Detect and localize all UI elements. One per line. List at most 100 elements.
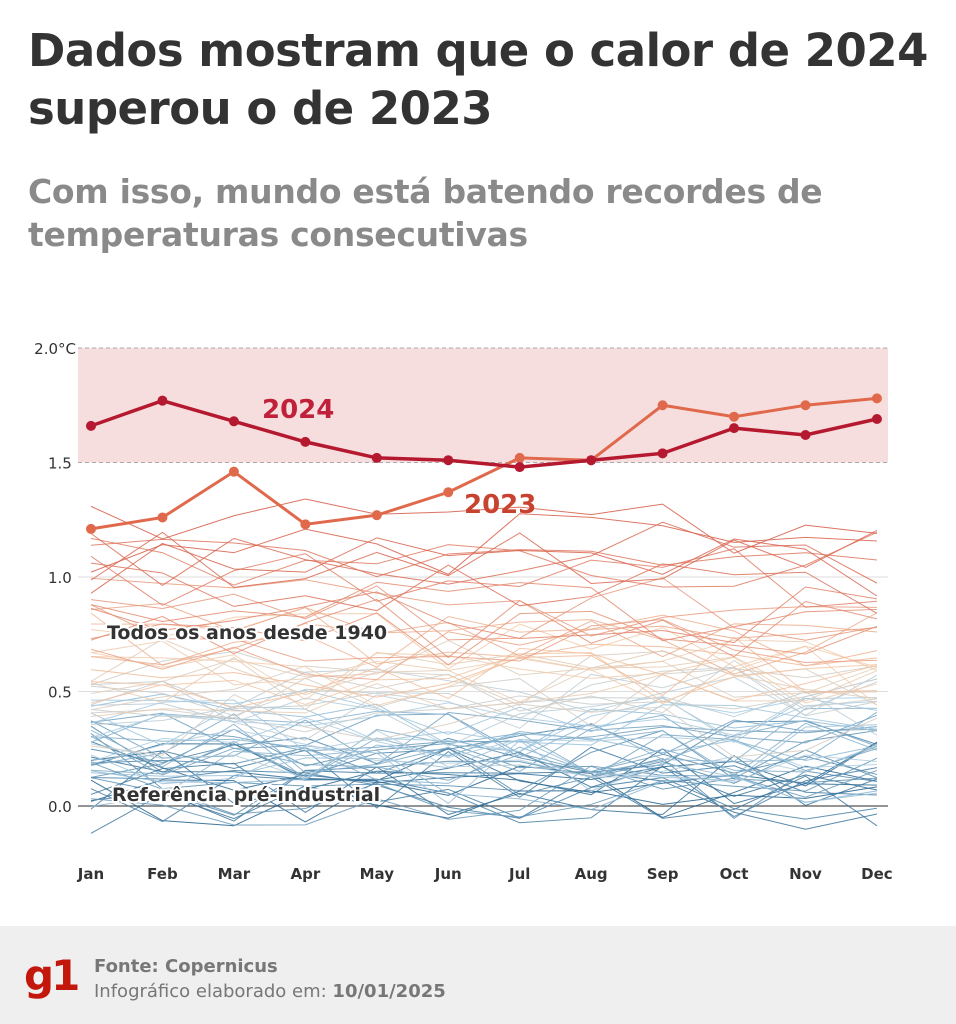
background-year-line-1996 bbox=[90, 651, 878, 704]
made-label: Infográfico elaborado em: bbox=[94, 981, 333, 1002]
made-date-text: Infográfico elaborado em: 10/01/2025 bbox=[94, 981, 446, 1002]
series-label-2023: 2023 bbox=[464, 490, 536, 520]
x-tick-label: Aug bbox=[575, 865, 608, 883]
background-year-line-1980 bbox=[90, 729, 878, 779]
background-year-line-1958 bbox=[90, 757, 878, 818]
background-year-line-2003 bbox=[90, 612, 878, 668]
background-year-line-1970 bbox=[90, 733, 878, 784]
background-year-line-1974 bbox=[90, 704, 878, 746]
background-year-line-1948 bbox=[90, 775, 878, 834]
background-year-line-1962 bbox=[90, 711, 878, 766]
background-year-line-2020 bbox=[90, 537, 878, 597]
data-point-2024-Nov bbox=[800, 430, 811, 441]
data-point-2024-Apr bbox=[300, 436, 311, 447]
y-tick-label: 1.0 bbox=[48, 569, 72, 587]
data-point-2024-Jun bbox=[443, 455, 454, 466]
x-tick-label: Feb bbox=[147, 865, 178, 883]
background-year-line-1972 bbox=[90, 724, 877, 781]
data-point-2023-Dec bbox=[871, 393, 882, 404]
data-point-2024-Oct bbox=[729, 423, 740, 434]
background-year-line-1995 bbox=[90, 639, 878, 686]
series-line-2024 bbox=[90, 398, 878, 469]
data-point-2023-Apr bbox=[300, 519, 311, 530]
x-tick-label: Apr bbox=[290, 865, 320, 883]
background-years bbox=[90, 498, 878, 834]
y-tick-label: 0.5 bbox=[48, 684, 72, 702]
background-year-line-2002 bbox=[90, 606, 878, 667]
background-year-line-2000 bbox=[90, 647, 878, 709]
background-year-line-1979 bbox=[90, 728, 877, 783]
background-year-line-1947 bbox=[90, 770, 878, 830]
data-point-2024-Jul bbox=[514, 462, 525, 473]
background-year-line-1994 bbox=[90, 670, 878, 718]
made-date: 10/01/2025 bbox=[332, 981, 446, 1002]
background-year-line-1965 bbox=[90, 719, 878, 782]
background-year-line-1990 bbox=[90, 650, 878, 711]
y-tick-label: 2.0°C bbox=[34, 340, 76, 358]
y-tick-label: 0.0 bbox=[48, 798, 72, 816]
background-year-line-2011 bbox=[90, 598, 878, 659]
background-year-line-1992 bbox=[90, 638, 878, 703]
background-year-line-1989 bbox=[90, 693, 878, 758]
data-point-2023-Sep bbox=[657, 400, 668, 411]
x-tick-label: Mar bbox=[218, 865, 251, 883]
annotation-baseline: Referência pré-industrial bbox=[112, 784, 380, 806]
background-year-line-2021 bbox=[90, 513, 877, 575]
data-point-2024-Aug bbox=[586, 455, 597, 466]
data-point-2023-Nov bbox=[800, 400, 811, 411]
data-point-2023-Jan bbox=[86, 523, 96, 534]
x-tick-label: Dec bbox=[861, 865, 893, 883]
x-tick-label: May bbox=[360, 865, 395, 883]
background-year-line-1940 bbox=[90, 779, 878, 827]
background-year-line-2007 bbox=[90, 604, 877, 664]
x-tick-label: Nov bbox=[789, 865, 822, 883]
source-text: Fonte: Copernicus bbox=[94, 956, 278, 977]
data-point-2024-Sep bbox=[657, 448, 668, 459]
data-point-2023-Oct bbox=[729, 411, 740, 422]
background-year-line-1977 bbox=[90, 700, 877, 739]
series-label-2024: 2024 bbox=[262, 395, 334, 425]
background-year-line-1997 bbox=[90, 645, 878, 707]
background-year-line-1991 bbox=[90, 640, 877, 698]
background-year-line-1944 bbox=[90, 741, 878, 791]
background-year-line-1973 bbox=[90, 739, 878, 805]
data-point-2023-Jul bbox=[514, 452, 525, 463]
background-year-line-1941 bbox=[90, 765, 878, 823]
footer: g1 Fonte: Copernicus Infográfico elabora… bbox=[0, 926, 956, 1024]
x-tick-label: Jan bbox=[77, 865, 104, 883]
background-year-line-1967 bbox=[90, 722, 878, 780]
data-point-2023-Mar bbox=[228, 466, 239, 477]
background-year-line-1969 bbox=[90, 749, 878, 811]
background-year-line-1986 bbox=[90, 678, 878, 733]
annotation-all-years: Todos os anos desde 1940 bbox=[107, 622, 387, 644]
background-year-line-1987 bbox=[90, 651, 878, 714]
background-year-line-2014 bbox=[90, 548, 877, 608]
x-tick-label: Jun bbox=[434, 865, 462, 883]
data-point-2024-Dec bbox=[871, 413, 882, 424]
data-point-2024-Jan bbox=[86, 420, 96, 431]
background-year-line-1998 bbox=[90, 613, 878, 670]
x-tick-label: Sep bbox=[647, 865, 679, 883]
background-year-line-2010 bbox=[90, 610, 878, 666]
y-tick-label: 1.5 bbox=[48, 455, 72, 473]
x-tick-label: Jul bbox=[508, 865, 530, 883]
data-point-2023-Feb bbox=[157, 512, 168, 523]
background-year-line-1978 bbox=[90, 717, 877, 769]
g1-logo: g1 bbox=[24, 951, 80, 1000]
background-year-line-1943 bbox=[90, 748, 877, 805]
background-year-line-1960 bbox=[90, 721, 877, 752]
background-year-line-2015 bbox=[90, 531, 878, 588]
data-point-2023-Jun bbox=[443, 487, 454, 498]
background-year-line-1966 bbox=[90, 735, 878, 784]
page-title: Dados mostram que o calor de 2024 supero… bbox=[28, 24, 928, 135]
background-year-line-2017 bbox=[90, 562, 878, 614]
background-year-line-1963 bbox=[90, 734, 878, 781]
data-point-2024-Feb bbox=[157, 395, 168, 406]
background-year-line-1981 bbox=[90, 691, 878, 747]
data-point-2024-Mar bbox=[228, 416, 239, 427]
background-year-line-2022 bbox=[90, 498, 878, 554]
background-year-line-2019 bbox=[90, 530, 878, 588]
background-year-line-2013 bbox=[90, 586, 878, 644]
x-tick-label: Oct bbox=[720, 865, 749, 883]
highlight-band bbox=[78, 348, 888, 463]
